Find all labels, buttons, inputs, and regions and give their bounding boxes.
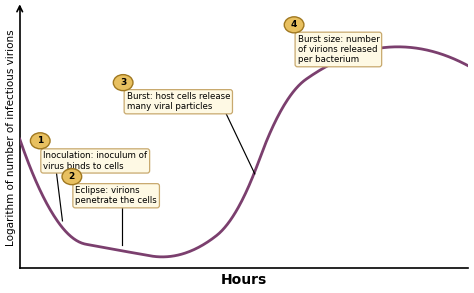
Circle shape xyxy=(113,75,133,91)
Circle shape xyxy=(62,169,82,185)
Y-axis label: Logarithm of number of infectious virions: Logarithm of number of infectious virion… xyxy=(6,29,16,246)
Text: 4: 4 xyxy=(291,20,297,29)
Text: Burst size: number
of virions released
per bacterium: Burst size: number of virions released p… xyxy=(298,35,379,64)
Text: 2: 2 xyxy=(69,172,75,181)
Circle shape xyxy=(284,17,304,33)
Text: 3: 3 xyxy=(120,78,126,87)
Text: Inoculation: inoculum of
virus binds to cells: Inoculation: inoculum of virus binds to … xyxy=(43,151,147,171)
Text: Burst: host cells release
many viral particles: Burst: host cells release many viral par… xyxy=(127,92,230,111)
X-axis label: Hours: Hours xyxy=(221,273,267,287)
Circle shape xyxy=(30,133,50,149)
Text: Eclipse: virions
penetrate the cells: Eclipse: virions penetrate the cells xyxy=(75,186,157,205)
Text: 1: 1 xyxy=(37,136,43,145)
